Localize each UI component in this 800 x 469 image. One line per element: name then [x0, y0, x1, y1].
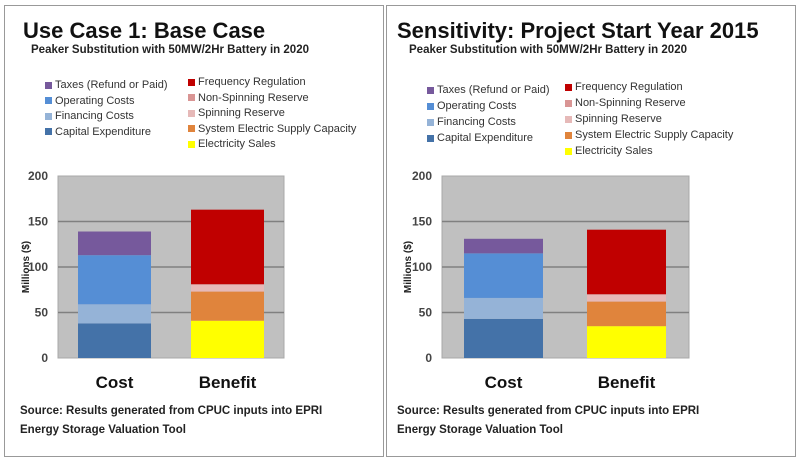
legend-swatch — [427, 118, 434, 126]
legend-swatch — [427, 134, 434, 142]
legend-item-taxes-refund-or-paid: Taxes (Refund or Paid) — [45, 79, 168, 91]
legend-swatch — [188, 109, 195, 117]
legend-label: Spinning Reserve — [198, 107, 285, 119]
y-tick-label: 50 — [35, 306, 49, 320]
chart-title: Sensitivity: Project Start Year 2015 — [397, 18, 759, 43]
bar-segment-cost-financing-costs — [464, 297, 543, 319]
chart-plot: 0 50 100 150 200 Millions ($) Cost Benefit — [403, 169, 690, 392]
legend-swatch — [188, 125, 195, 132]
legend-swatch — [45, 112, 52, 120]
bar-segment-benefit-spinning-reserve — [587, 294, 666, 302]
bar-segment-cost-operating-costs — [78, 255, 151, 305]
legend-item-operating-costs: Operating Costs — [45, 95, 134, 107]
legend-item-capital-expenditure: Capital Expenditure — [427, 132, 533, 144]
legend-swatch — [565, 115, 572, 123]
legend-swatch — [427, 102, 434, 110]
legend-item-electricity-sales: Electricity Sales — [565, 145, 653, 157]
y-tick-label: 0 — [41, 351, 48, 365]
legend-item-frequency-regulation: Frequency Regulation — [188, 76, 306, 88]
x-category-label: Benefit — [598, 373, 656, 392]
legend-item-frequency-regulation: Frequency Regulation — [565, 81, 683, 93]
legend-label: Operating Costs — [437, 100, 517, 112]
bar-segment-benefit-frequency-regulation — [191, 209, 264, 285]
legend-label: Frequency Regulation — [575, 81, 683, 93]
bar-segment-benefit-system-electric-supply-capacity — [191, 291, 264, 321]
legend-swatch — [45, 128, 52, 135]
y-axis-label: Millions ($) — [21, 241, 32, 293]
legend-label: Taxes (Refund or Paid) — [437, 84, 550, 96]
y-axis-label: Millions ($) — [403, 241, 414, 293]
bar-segment-benefit-frequency-regulation — [587, 229, 666, 295]
legend-swatch — [565, 131, 572, 139]
source-note: Source: Results generated from CPUC inpu… — [397, 405, 700, 436]
y-tick-label: 150 — [412, 215, 432, 229]
legend-swatch — [188, 78, 195, 86]
legend-item-spinning-reserve: Spinning Reserve — [565, 113, 662, 125]
x-category-label: Benefit — [199, 373, 257, 392]
chart-plot: 0 50 100 150 200 Millions ($) Cost Benefit — [21, 169, 285, 392]
legend-label: Electricity Sales — [575, 145, 653, 157]
bar-segment-benefit-spinning-reserve — [191, 284, 264, 292]
y-tick-label: 200 — [412, 169, 432, 183]
legend-label: Spinning Reserve — [575, 113, 662, 125]
legend-label: Taxes (Refund or Paid) — [55, 79, 168, 91]
legend-label: Frequency Regulation — [198, 76, 306, 88]
legend-item-taxes-refund-or-paid: Taxes (Refund or Paid) — [427, 84, 550, 96]
legend-item-non-spinning-reserve: Non-Spinning Reserve — [565, 97, 686, 109]
legend-item-non-spinning-reserve: Non-Spinning Reserve — [188, 92, 309, 104]
legend-swatch — [565, 83, 572, 91]
legend-swatch — [565, 147, 572, 155]
x-category-label: Cost — [485, 373, 523, 392]
legend-item-system-electric-supply-capacity: System Electric Supply Capacity — [565, 129, 733, 141]
legend-label: Capital Expenditure — [55, 125, 152, 138]
chart-title: Use Case 1: Base Case — [23, 18, 266, 43]
y-tick-label: 150 — [28, 215, 48, 229]
legend-swatch — [565, 99, 572, 107]
bar-segment-cost-operating-costs — [464, 253, 543, 298]
y-tick-label: 0 — [425, 351, 432, 365]
x-category-label: Cost — [96, 373, 134, 392]
y-tick-label: 50 — [419, 306, 433, 320]
legend-item-financing-costs: Financing Costs — [427, 116, 516, 128]
bar-segment-cost-taxes-refund-or-paid — [464, 238, 543, 254]
legend-item-financing-costs: Financing Costs — [45, 110, 134, 122]
bar-segment-cost-capital-expenditure — [464, 318, 543, 358]
bar-segment-cost-capital-expenditure — [78, 323, 151, 358]
chart-subtitle: Peaker Substitution with 50MW/2Hr Batter… — [31, 44, 309, 56]
y-tick-label: 100 — [412, 260, 432, 274]
legend-swatch — [45, 97, 52, 104]
sensitivity-panel: Sensitivity: Project Start Year 2015 Pea… — [386, 5, 796, 457]
legend-label: Electricity Sales — [198, 138, 276, 150]
bar-segment-benefit-electricity-sales — [191, 320, 264, 358]
legend-label: System Electric Supply Capacity — [575, 129, 734, 141]
legend-label: Financing Costs — [437, 116, 516, 128]
y-tick-label: 200 — [28, 169, 48, 183]
legend-swatch — [188, 140, 195, 148]
bar-segment-benefit-electricity-sales — [587, 326, 666, 358]
legend-swatch — [427, 86, 434, 94]
legend-item-system-electric-supply-capacity: System Electric Supply Capacity — [188, 123, 356, 135]
legend-item-operating-costs: Operating Costs — [427, 100, 516, 112]
legend-label: Non-Spinning Reserve — [575, 97, 686, 109]
legend-label: Financing Costs — [55, 110, 134, 122]
bar-segment-benefit-system-electric-supply-capacity — [587, 301, 666, 327]
bar-segment-cost-financing-costs — [78, 304, 151, 324]
legend-swatch — [188, 94, 195, 101]
legend-item-electricity-sales: Electricity Sales — [188, 138, 276, 150]
bar-segment-cost-taxes-refund-or-paid — [78, 231, 151, 256]
y-tick-label: 100 — [28, 260, 48, 274]
base-case-panel: Use Case 1: Base Case Peaker Substitutio… — [4, 5, 384, 457]
legend-item-spinning-reserve: Spinning Reserve — [188, 107, 285, 119]
legend-label: Operating Costs — [55, 94, 135, 107]
legend-swatch — [45, 81, 52, 89]
legend-label: Capital Expenditure — [437, 132, 534, 144]
legend-item-capital-expenditure: Capital Expenditure — [45, 126, 151, 138]
chart-subtitle: Peaker Substitution with 50MW/2Hr Batter… — [409, 44, 687, 56]
legend-label: Non-Spinning Reserve — [198, 91, 309, 104]
legend-label: System Electric Supply Capacity — [198, 122, 357, 135]
source-note: Source: Results generated from CPUC inpu… — [20, 405, 323, 436]
